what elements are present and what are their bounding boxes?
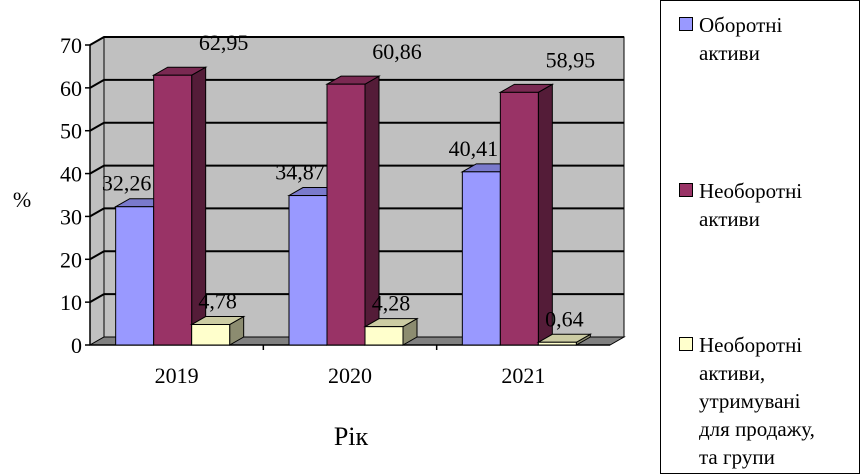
data-label: 58,95 <box>546 47 596 72</box>
gridline <box>89 121 624 132</box>
bar <box>536 333 593 346</box>
y-tick-label: 20 <box>60 247 82 272</box>
data-label: 32,26 <box>102 171 152 196</box>
data-label: 40,41 <box>449 136 499 161</box>
data-label: 4,28 <box>372 291 411 316</box>
legend-item-noncurrent-assets: Необоротні активи <box>679 177 859 233</box>
y-tick-label: 0 <box>71 333 82 358</box>
bar-front <box>153 74 193 346</box>
y-axis-label: % <box>13 187 31 212</box>
gridline <box>89 207 624 218</box>
x-axis-label: Рік <box>334 422 369 451</box>
y-tick-label: 50 <box>60 119 82 144</box>
legend-swatch <box>679 183 693 197</box>
y-tick-label: 60 <box>60 76 82 101</box>
gridline <box>89 78 624 89</box>
data-label: 62,95 <box>199 30 249 55</box>
data-label: 60,86 <box>372 39 422 64</box>
bar-front <box>499 91 539 346</box>
bar-front <box>191 324 231 346</box>
legend-item-current-assets: Оборотні активи <box>679 11 859 67</box>
legend-swatch <box>679 337 693 351</box>
y-tick-label: 10 <box>60 290 82 315</box>
bar-front <box>364 326 404 346</box>
bar <box>189 315 246 346</box>
data-labels: 32,26 62,95 4,78 34,87 60,86 4,28 40,41 58,95 0,… <box>102 30 595 331</box>
legend-label: Необоротні активи <box>699 179 803 231</box>
legend-swatch <box>679 17 693 31</box>
y-tick-label: 40 <box>60 162 82 187</box>
bars <box>113 66 593 346</box>
bar <box>498 83 555 346</box>
legend-label: Необоротні активи, утримувані для продаж… <box>699 333 815 469</box>
data-label: 4,78 <box>198 289 237 314</box>
legend-label: Оборотні активи <box>699 13 783 65</box>
gridline <box>89 250 624 261</box>
bar <box>325 75 381 346</box>
x-tick-label: 2020 <box>328 363 372 388</box>
bar-front <box>288 195 328 346</box>
x-tick-label: 2021 <box>501 363 545 388</box>
y-tick-label: 30 <box>60 204 82 229</box>
data-label: 0,64 <box>545 306 584 331</box>
y-tick-labels: 0 10 20 30 40 50 60 70 <box>60 33 82 358</box>
legend-item-held-for-sale: Необоротні активи, утримувані для продаж… <box>679 331 859 471</box>
x-tick-label: 2019 <box>155 363 199 388</box>
x-tick-labels: 2019 2020 2021 <box>155 363 546 388</box>
gridline <box>89 164 624 175</box>
bar-front <box>326 83 366 346</box>
gridlines <box>89 36 624 304</box>
data-label: 34,87 <box>275 160 325 185</box>
bar <box>363 317 419 346</box>
y-tick-label: 70 <box>60 33 82 58</box>
gridline <box>89 293 624 304</box>
gridline <box>89 36 624 46</box>
bar-front <box>461 171 501 346</box>
bar-front <box>537 341 577 346</box>
legend: Оборотні активи Необоротні активи Необор… <box>660 0 860 474</box>
bar-front <box>115 206 155 346</box>
